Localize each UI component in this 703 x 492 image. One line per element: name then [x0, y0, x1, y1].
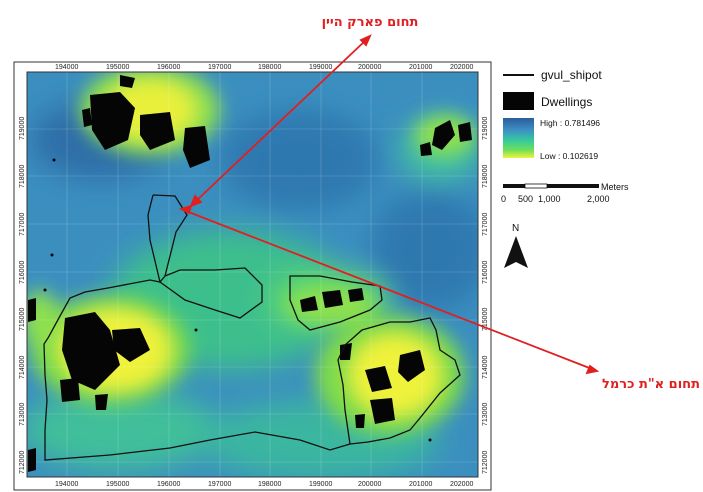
y-tick-label: 717000	[482, 213, 489, 236]
x-tick-label: 195000	[106, 481, 129, 488]
x-tick-label: 200000	[358, 481, 381, 488]
wine-park-annotation: תחום פארק היין	[322, 15, 419, 30]
x-tick-label: 196000	[157, 481, 180, 488]
x-tick-label: 195000	[106, 64, 129, 71]
x-tick-label: 196000	[157, 64, 180, 71]
y-tick-label: 715000	[482, 308, 489, 331]
x-tick-label: 194000	[55, 481, 78, 488]
dwellings-legend-swatch	[503, 92, 534, 110]
y-tick-label: 719000	[19, 117, 26, 140]
x-tick-label: 201000	[409, 64, 432, 71]
scale-tick-label: 500	[518, 194, 533, 204]
scale-tick-label: 0	[501, 194, 506, 204]
scale-tick-label: 2,000	[587, 194, 610, 204]
x-tick-labels-bottom: 194000 195000 196000 197000 198000 19900…	[55, 481, 473, 488]
y-tick-label: 715000	[19, 308, 26, 331]
y-tick-label: 717000	[19, 213, 26, 236]
y-tick-label: 719000	[482, 117, 489, 140]
x-tick-label: 199000	[309, 64, 332, 71]
dwellings-layer	[28, 75, 472, 472]
x-tick-label: 197000	[208, 481, 231, 488]
north-arrow-icon: N	[504, 223, 528, 268]
scale-unit: Meters	[601, 182, 629, 192]
color-ramp	[503, 118, 534, 158]
y-tick-label: 713000	[19, 403, 26, 426]
ramp-high-label: High : 0.781496	[540, 118, 600, 128]
y-tick-label: 718000	[19, 165, 26, 188]
y-tick-label: 712000	[19, 451, 26, 474]
y-tick-label: 714000	[19, 356, 26, 379]
x-tick-label: 198000	[258, 64, 281, 71]
north-label: N	[512, 223, 519, 234]
x-tick-label: 200000	[358, 64, 381, 71]
x-tick-label: 202000	[450, 481, 473, 488]
y-tick-label: 716000	[482, 261, 489, 284]
x-tick-label: 197000	[208, 64, 231, 71]
ramp-low-label: Low : 0.102619	[540, 151, 598, 161]
y-tick-label: 712000	[482, 451, 489, 474]
y-tick-labels-right: 719000 718000 717000 716000 715000 71400…	[482, 117, 489, 474]
legend: gvul_shipot Dwellings High : 0.781496 Lo…	[503, 68, 602, 161]
y-tick-labels-left: 719000 718000 717000 716000 715000 71400…	[19, 117, 26, 474]
x-tick-label: 198000	[258, 481, 281, 488]
x-tick-labels-top: 194000 195000 196000 197000 198000 19900…	[55, 64, 473, 71]
x-tick-label: 194000	[55, 64, 78, 71]
scale-bar: Meters 0 500 1,000 2,000	[501, 182, 629, 204]
y-tick-label: 713000	[482, 403, 489, 426]
x-tick-label: 202000	[450, 64, 473, 71]
x-tick-label: 201000	[409, 481, 432, 488]
boundary-layer	[43, 194, 461, 461]
y-tick-label: 718000	[482, 165, 489, 188]
density-raster	[27, 72, 478, 477]
carmel-industrial-annotation: תחום א"ת כרמל	[602, 377, 700, 392]
scale-tick-label: 1,000	[538, 194, 561, 204]
y-tick-label: 716000	[19, 261, 26, 284]
y-tick-label: 714000	[482, 356, 489, 379]
map-neatline	[26, 71, 479, 478]
annotation-arrows	[178, 34, 600, 375]
x-tick-label: 199000	[309, 481, 332, 488]
boundary-legend-label: gvul_shipot	[541, 68, 602, 82]
dwellings-legend-label: Dwellings	[541, 95, 592, 109]
